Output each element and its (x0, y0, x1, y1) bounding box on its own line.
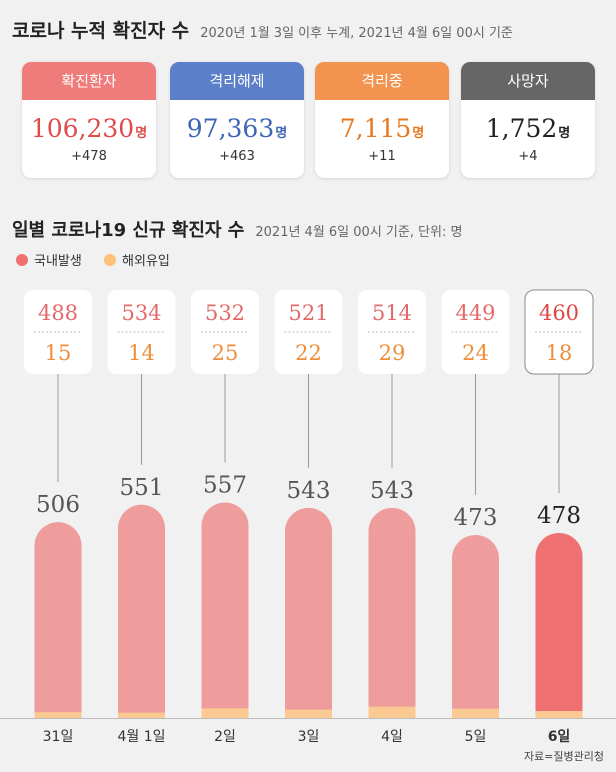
legend-item-domestic: 국내발생 (16, 250, 82, 269)
card-deaths-change: +4 (518, 149, 538, 164)
bar-domestic (34, 522, 82, 718)
bubble-domestic-value: 488 (38, 301, 78, 325)
card-released-label: 격리해제 (170, 62, 304, 100)
legend-item-imported: 해외유입 (103, 250, 170, 269)
bar-imported (452, 708, 499, 718)
card-isolated: 격리중 7,115명 +11 (315, 62, 449, 178)
chart-subtitle: 2021년 4월 6일 00시 기준, 단위: 명 (255, 225, 463, 240)
bar-total-label: 557 (203, 472, 247, 498)
bubble-imported-value: 25 (212, 341, 239, 365)
x-tick-label: 2일 (214, 729, 236, 745)
card-confirmed: 확진환자 106,230명 +478 (22, 62, 156, 178)
card-released-value: 97,363 (186, 114, 275, 143)
card-deaths-value: 1,752 (485, 114, 558, 143)
stat-cards: 확진환자 106,230명 +478 격리해제 97,363명 +463 격리중… (22, 62, 602, 180)
card-confirmed-unit: 명 (135, 126, 148, 141)
bar-imported (285, 709, 332, 718)
card-confirmed-value: 106,230 (30, 114, 135, 143)
card-released: 격리해제 97,363명 +463 (170, 62, 304, 178)
card-isolated-label: 격리중 (315, 62, 449, 100)
bar-total-label: 551 (120, 475, 164, 501)
bar-domestic (201, 502, 249, 718)
card-isolated-value: 7,115 (339, 114, 412, 143)
card-released-value-row: 97,363명 (170, 114, 304, 143)
chart-legend: 국내발생 해외유입 (16, 250, 188, 269)
main-title: 코로나 누적 확진자 수 (12, 20, 190, 42)
bar-domestic (285, 507, 332, 718)
bubble-imported-value: 15 (45, 341, 72, 365)
card-isolated-change: +11 (368, 149, 396, 164)
bar-total-label: 478 (537, 503, 581, 529)
bubble-imported-value: 24 (462, 341, 489, 365)
x-tick-label: 4월 1일 (117, 729, 165, 745)
bubble-domestic-value: 514 (372, 301, 412, 325)
card-isolated-unit: 명 (412, 126, 425, 141)
x-tick-label: 5일 (465, 729, 487, 745)
bubble-imported-value: 22 (295, 341, 322, 365)
bar-imported (368, 706, 416, 718)
card-confirmed-label: 확진환자 (22, 62, 156, 100)
bar-total-label: 506 (36, 492, 80, 518)
main-subtitle: 2020년 1월 3일 이후 누계, 2021년 4월 6일 00시 기준 (200, 26, 513, 41)
chart-title: 일별 코로나19 신규 확진자 수 (12, 220, 245, 241)
bubble-domestic-value: 521 (288, 301, 328, 325)
bar-imported (201, 708, 249, 718)
legend-label-imported: 해외유입 (121, 254, 170, 269)
card-released-unit: 명 (275, 126, 288, 141)
source-note: 자료=질병관리청 (523, 750, 604, 763)
bubble-domestic-value: 449 (455, 301, 495, 325)
bubble-imported-value: 29 (379, 341, 406, 365)
legend-label-domestic: 국내발생 (34, 254, 82, 269)
bar-total-label: 543 (370, 478, 414, 504)
chart-title-row: 일별 코로나19 신규 확진자 수 2021년 4월 6일 00시 기준, 단위… (12, 216, 463, 242)
card-deaths-unit: 명 (558, 126, 571, 141)
daily-cases-chart: 506 488 15 31일 551 534 14 4월 1일 557 532 25 2일 543 521… (0, 289, 616, 745)
card-deaths: 사망자 1,752명 +4 (461, 62, 595, 178)
x-tick-label: 4일 (381, 729, 403, 745)
bubble-imported-value: 14 (128, 341, 155, 365)
bar-imported (34, 712, 82, 718)
bar-imported (118, 712, 165, 718)
legend-swatch-domestic (16, 254, 28, 266)
bubble-domestic-value: 534 (121, 301, 161, 325)
bubble-imported-value: 18 (546, 341, 573, 365)
main-title-row: 코로나 누적 확진자 수 2020년 1월 3일 이후 누계, 2021년 4월… (12, 16, 513, 43)
bar-imported (535, 711, 583, 718)
bar-total-label: 473 (454, 505, 498, 531)
card-released-change: +463 (219, 149, 255, 164)
card-deaths-label: 사망자 (461, 62, 595, 100)
legend-swatch-imported (103, 254, 116, 266)
card-isolated-value-row: 7,115명 (315, 114, 449, 143)
bar-domestic (368, 507, 416, 718)
card-confirmed-change: +478 (71, 149, 107, 164)
x-tick-label: 6일 (548, 729, 571, 745)
x-tick-label: 3일 (298, 729, 320, 745)
bar-domestic (535, 533, 583, 718)
card-deaths-value-row: 1,752명 (461, 114, 595, 143)
bubble-domestic-value: 532 (205, 301, 245, 325)
x-tick-label: 31일 (43, 729, 74, 745)
bar-total-label: 543 (287, 478, 331, 504)
bar-domestic (452, 534, 499, 718)
bubble-domestic-value: 460 (539, 301, 579, 325)
card-confirmed-value-row: 106,230명 (22, 114, 156, 143)
bar-domestic (118, 504, 165, 718)
